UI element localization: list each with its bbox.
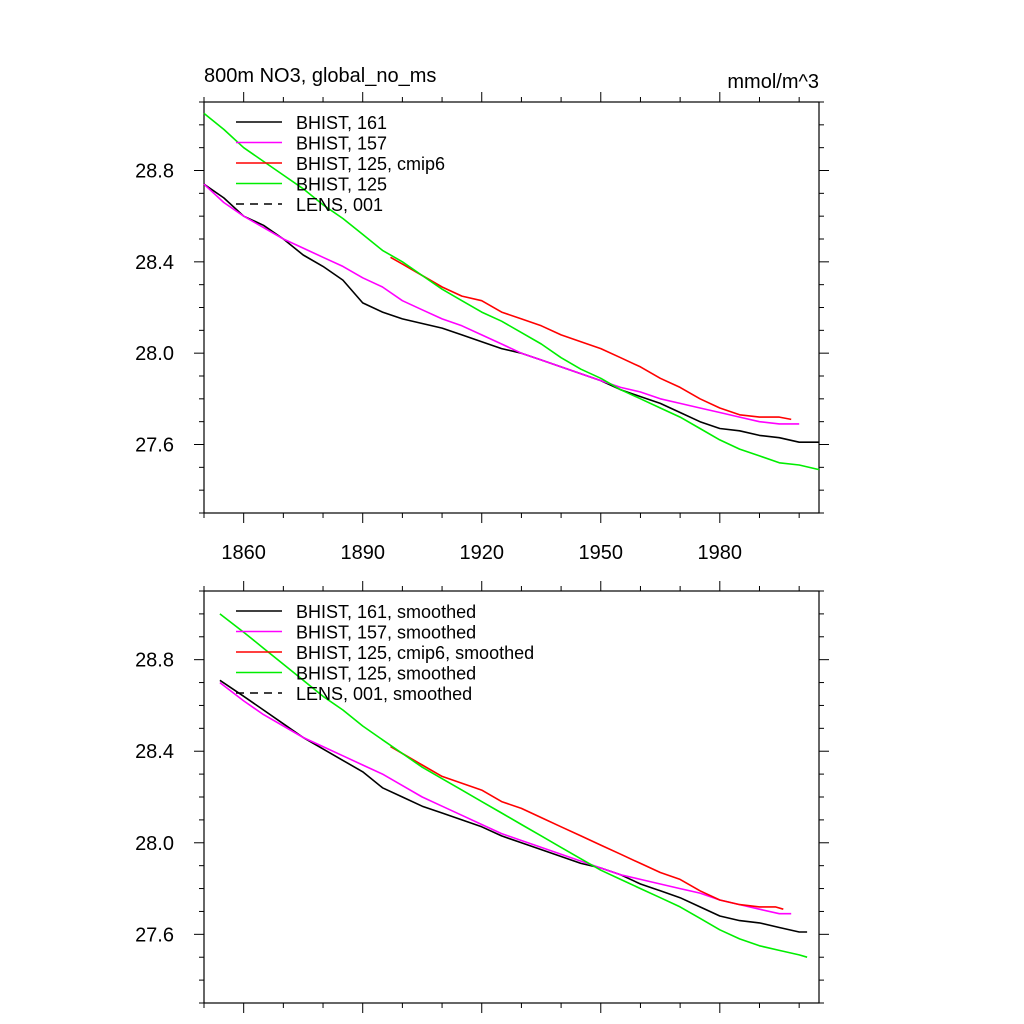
series-line-2 xyxy=(203,183,800,425)
y-tick-label: 27.6 xyxy=(135,924,174,946)
y-tick-label: 28.8 xyxy=(135,161,174,183)
legend-label: BHIST, 157 xyxy=(296,134,387,154)
y-tick-label: 28.8 xyxy=(135,650,174,672)
x-tick-label: 1950 xyxy=(579,542,624,564)
legend-label: BHIST, 157, smoothed xyxy=(296,623,476,643)
y-tick-label: 28.0 xyxy=(135,343,174,365)
y-tick-label: 28.4 xyxy=(135,741,174,763)
series-line-1 xyxy=(219,679,808,933)
series-line-1 xyxy=(203,183,819,444)
legend-label: BHIST, 161, smoothed xyxy=(296,602,476,622)
legend-label: BHIST, 125, smoothed xyxy=(296,664,476,684)
x-tick-label: 1980 xyxy=(698,542,743,564)
legend-label: BHIST, 161 xyxy=(296,113,387,133)
chart-title: 800m NO3, global_no_ms xyxy=(204,65,436,87)
series-line-4 xyxy=(203,112,820,471)
units-label: mmol/m^3 xyxy=(727,71,819,93)
series-line-3 xyxy=(390,256,792,421)
legend-label: BHIST, 125, cmip6 xyxy=(296,154,445,174)
series-line-3 xyxy=(390,745,784,910)
top-panel: 1860 1890 1920 1950 1980 27.6 28.0 28.4 28.8 800m… xyxy=(135,65,829,564)
legend-label: LENS, 001 xyxy=(296,195,383,215)
y-tick-label: 28.0 xyxy=(135,833,174,855)
y-tick-label: 27.6 xyxy=(135,435,174,457)
x-tick-label: 1920 xyxy=(459,542,504,564)
y-tick-label: 28.4 xyxy=(135,252,174,274)
legend-label: LENS, 001, smoothed xyxy=(296,684,472,704)
x-tick-label: 1890 xyxy=(340,542,385,564)
legend-label: BHIST, 125 xyxy=(296,175,387,195)
series-line-4 xyxy=(219,613,808,958)
legend-label: BHIST, 125, cmip6, smoothed xyxy=(296,643,534,663)
series-line-2 xyxy=(219,681,792,915)
x-tick-label: 1860 xyxy=(221,542,266,564)
